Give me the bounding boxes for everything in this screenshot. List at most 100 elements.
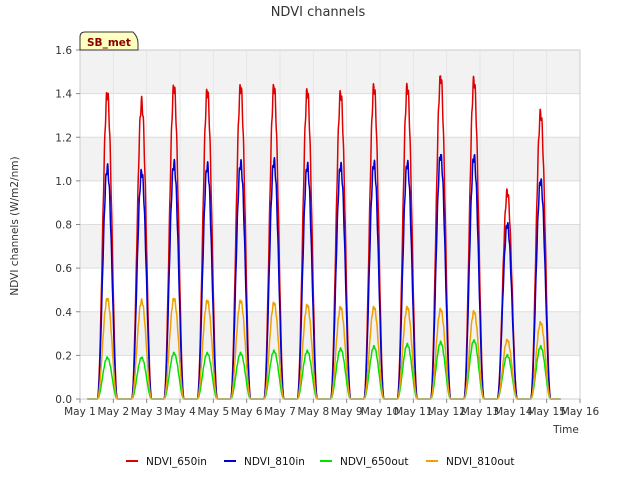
plot-bands xyxy=(80,50,580,399)
legend-item: NDVI_810in xyxy=(224,456,305,468)
x-tick-label: May 10 xyxy=(361,406,399,418)
x-tick-label: May 5 xyxy=(197,406,229,418)
data-point-ndvi-650in xyxy=(273,86,275,88)
data-point-ndvi-810in xyxy=(506,223,509,226)
x-tick-label: May 7 xyxy=(264,406,296,418)
data-point-ndvi-810in xyxy=(473,156,475,158)
plot-band xyxy=(80,50,580,94)
data-point-ndvi-650in xyxy=(173,86,175,88)
plot-band xyxy=(80,93,580,138)
data-point-ndvi-810out xyxy=(506,339,509,341)
y-tick-label: 1.2 xyxy=(55,132,72,144)
legend-label: NDVI_810in xyxy=(244,456,305,468)
data-point-ndvi-650in xyxy=(539,112,542,115)
y-tick-label: 1.0 xyxy=(55,176,72,188)
legend: NDVI_650in NDVI_810in NDVI_650out NDVI_810o… xyxy=(126,456,515,468)
data-point-ndvi-810out xyxy=(373,306,375,309)
x-tick-label: May 3 xyxy=(131,406,163,418)
data-point-ndvi-650in xyxy=(140,101,143,104)
x-tick-label: May 1 xyxy=(64,406,96,418)
data-point-ndvi-650in xyxy=(506,190,509,193)
x-axis-label: Time xyxy=(552,424,579,436)
plot-band xyxy=(80,311,580,356)
y-tick-label: 0.0 xyxy=(55,394,72,406)
plot-band xyxy=(80,268,580,312)
data-point-ndvi-650out xyxy=(473,339,475,341)
data-point-ndvi-650out xyxy=(406,343,409,346)
data-point-ndvi-650out xyxy=(506,354,509,357)
plot-band xyxy=(80,355,580,399)
x-tick-label: May 8 xyxy=(297,406,329,418)
data-point-ndvi-810in xyxy=(406,162,409,165)
site-badge: SB_met xyxy=(79,31,139,51)
x-tick-label: May 15 xyxy=(527,406,565,418)
y-tick-label: 0.6 xyxy=(55,263,72,275)
legend-label: NDVI_650in xyxy=(146,456,207,468)
y-tick-label: 0.2 xyxy=(55,350,72,362)
data-point-ndvi-650in xyxy=(106,92,109,95)
data-point-ndvi-810out xyxy=(406,306,409,309)
data-point-ndvi-650in xyxy=(473,79,475,82)
plot-band xyxy=(80,224,580,269)
legend-label: NDVI_810out xyxy=(446,456,515,468)
data-point-ndvi-810in xyxy=(539,180,542,182)
data-point-ndvi-650out xyxy=(273,350,275,352)
data-point-ndvi-650in xyxy=(373,86,375,88)
data-point-ndvi-810in xyxy=(140,171,143,173)
legend-item: NDVI_810out xyxy=(426,456,515,468)
y-tick-label: 0.4 xyxy=(55,307,72,319)
y-tick-label: 0.8 xyxy=(55,220,72,232)
x-tick-label: May 16 xyxy=(561,406,600,418)
data-point-ndvi-650out xyxy=(173,352,175,354)
x-tick-label: May 11 xyxy=(394,406,432,418)
plot-band xyxy=(80,180,580,225)
data-point-ndvi-810in xyxy=(306,164,309,167)
y-axis-label: NDVI channels (W/m2/nm) xyxy=(9,156,21,295)
data-point-ndvi-810in xyxy=(206,164,209,167)
y-axis-ticks: 0.0 0.2 0.4 0.6 0.8 1.0 1.2 1.4 1.6 xyxy=(55,45,80,406)
data-point-ndvi-650out xyxy=(306,350,309,352)
x-tick-label: May 13 xyxy=(461,406,499,418)
data-point-ndvi-810out xyxy=(206,300,209,302)
legend-item: NDVI_650out xyxy=(320,456,409,468)
data-point-ndvi-650in xyxy=(206,90,209,93)
data-point-ndvi-810out xyxy=(539,321,542,324)
data-point-ndvi-650out xyxy=(140,356,143,359)
data-point-ndvi-810out xyxy=(239,300,242,302)
data-point-ndvi-650out xyxy=(206,352,209,354)
x-tick-label: May 4 xyxy=(164,406,196,418)
data-point-ndvi-650in xyxy=(439,75,442,77)
data-point-ndvi-810out xyxy=(140,300,143,302)
badge-label: SB_met xyxy=(87,37,131,49)
x-tick-label: May 12 xyxy=(427,406,465,418)
data-point-ndvi-650out xyxy=(539,345,542,348)
data-point-ndvi-810in xyxy=(173,162,175,165)
data-point-ndvi-810in xyxy=(373,162,375,165)
data-point-ndvi-650in xyxy=(306,90,309,93)
chart-title: NDVI channels xyxy=(271,5,366,20)
data-point-ndvi-650out xyxy=(339,348,342,350)
data-point-ndvi-810in xyxy=(239,162,242,165)
data-point-ndvi-650out xyxy=(239,352,242,354)
x-tick-label: May 9 xyxy=(331,406,363,418)
data-point-ndvi-810out xyxy=(339,306,342,309)
data-point-ndvi-650out xyxy=(106,356,109,359)
legend-item: NDVI_650in xyxy=(126,456,207,468)
data-point-ndvi-650out xyxy=(373,345,375,348)
data-point-ndvi-810out xyxy=(439,308,442,311)
x-tick-label: May 2 xyxy=(97,406,129,418)
badge-shape xyxy=(79,31,139,51)
data-point-ndvi-810out xyxy=(273,302,275,304)
data-point-ndvi-810out xyxy=(106,297,109,300)
data-point-ndvi-810in xyxy=(106,166,109,169)
data-point-ndvi-650in xyxy=(406,86,409,88)
data-point-ndvi-810out xyxy=(306,304,309,307)
data-point-ndvi-810out xyxy=(173,297,175,300)
x-tick-label: May 14 xyxy=(494,406,533,418)
data-point-ndvi-810in xyxy=(439,153,442,156)
x-axis-ticks: May 1 May 2 May 3 May 4 May 5 May 6 May 7 May 8… xyxy=(64,399,600,418)
y-tick-label: 1.6 xyxy=(55,45,72,57)
data-point-ndvi-810in xyxy=(273,160,275,163)
data-point-ndvi-650in xyxy=(239,86,242,88)
